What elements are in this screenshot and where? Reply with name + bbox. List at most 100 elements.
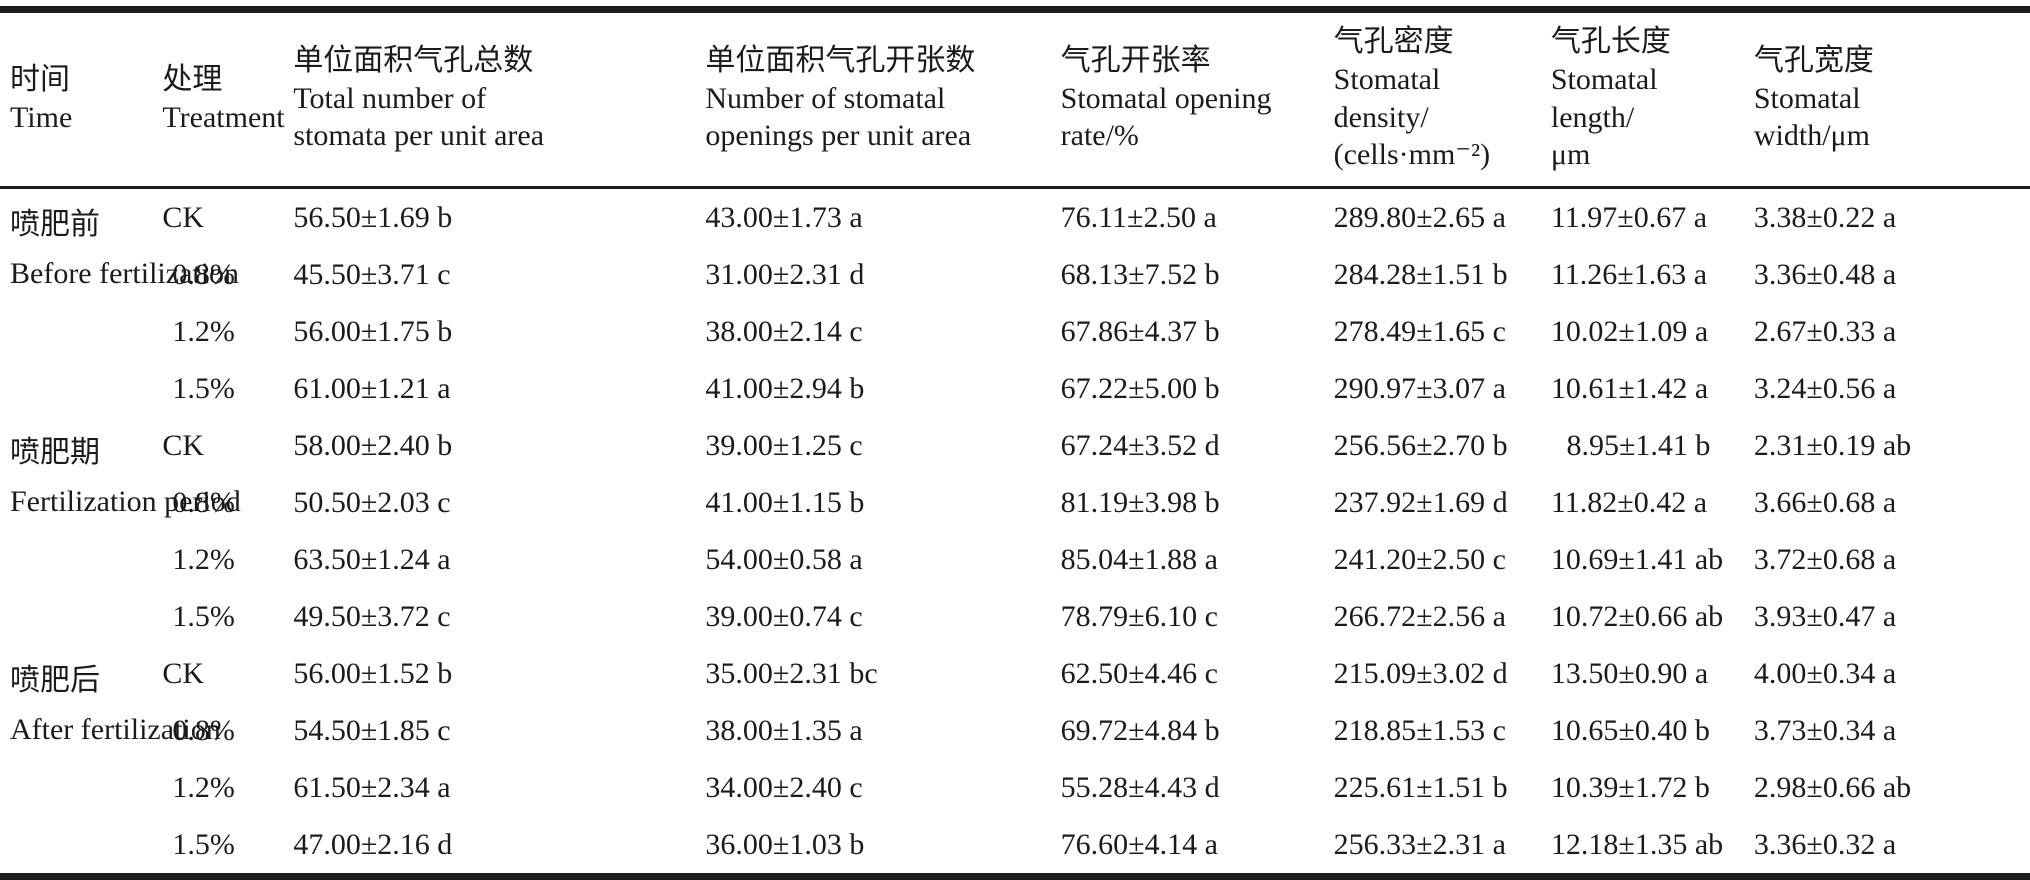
treatment-cell: 1.2% [172, 542, 235, 576]
length-cell: 11.26±1.63 a [1550, 257, 1708, 291]
width-cell: 3.93±0.47 a [1753, 599, 1897, 633]
col-header-density-zh: 气孔密度 [1333, 25, 1454, 58]
opening-rate-cell: 69.72±4.84 b [1060, 713, 1220, 747]
col-header-total-stomata-en: Total number of stomata per unit area [293, 81, 545, 153]
length-cell: 10.72±0.66 ab [1550, 599, 1724, 633]
total-stomata-cell: 61.50±2.34 a [293, 770, 451, 804]
treatment-cell: CK [162, 656, 205, 690]
treatment-cell: 1.2% [172, 314, 235, 348]
col-header-total-stomata-zh: 单位面积气孔总数 [293, 43, 534, 77]
table-row: 1.5% 47.00±2.16 d 36.00±1.03 b 76.60±4.1… [0, 816, 2030, 877]
time-group-zh: 喷肥期 [10, 436, 100, 470]
col-header-time-en: Time [10, 100, 73, 134]
openings-cell: 41.00±2.94 b [705, 371, 865, 405]
opening-rate-cell: 76.60±4.14 a [1060, 827, 1218, 861]
length-cell: 10.61±1.42 a [1550, 371, 1709, 405]
opening-rate-cell: 85.04±1.88 a [1060, 542, 1218, 576]
treatment-cell: 0.8% [172, 713, 235, 747]
width-cell: 2.31±0.19 ab [1753, 428, 1912, 462]
opening-rate-cell: 78.79±6.10 c [1060, 599, 1218, 633]
density-cell: 218.85±1.53 c [1333, 713, 1506, 747]
density-cell: 256.33±2.31 a [1333, 827, 1506, 861]
length-cell: 11.82±0.42 a [1550, 485, 1708, 519]
time-group-en: Before fertilization [10, 256, 240, 290]
time-group-after: 喷肥后 After fertilization [0, 645, 221, 877]
table-row: 1.2% 63.50±1.24 a 54.00±0.58 a 85.04±1.8… [0, 531, 2030, 588]
stomata-table: 时间 Time 处理 Treatment 单位面积气孔总数 Total number … [0, 6, 2030, 880]
col-header-density: 气孔密度 Stomatal density/ (cells·mm⁻²) [1334, 10, 1551, 188]
length-cell: 10.02±1.09 a [1550, 314, 1709, 348]
total-stomata-cell: 61.00±1.21 a [293, 371, 451, 405]
density-cell: 278.49±1.65 c [1333, 314, 1506, 348]
openings-cell: 54.00±0.58 a [705, 542, 863, 576]
col-header-time: 时间 Time [0, 10, 162, 188]
total-stomata-cell: 54.50±1.85 c [293, 713, 451, 747]
width-cell: 3.38±0.22 a [1753, 200, 1897, 234]
total-stomata-cell: 63.50±1.24 a [293, 542, 451, 576]
total-stomata-cell: 45.50±3.71 c [293, 257, 451, 291]
col-header-opening-rate: 气孔开张率 Stomatal opening rate/% [1061, 10, 1334, 188]
length-cell: 11.97±0.67 a [1550, 200, 1708, 234]
opening-rate-cell: 67.22±5.00 b [1060, 371, 1220, 405]
total-stomata-cell: 56.00±1.75 b [293, 314, 453, 348]
col-header-length-en: Stomatal length/ μm [1550, 62, 1658, 172]
width-cell: 3.73±0.34 a [1753, 713, 1897, 747]
col-header-treatment: 处理 Treatment [162, 10, 293, 188]
total-stomata-cell: 56.50±1.69 b [293, 200, 453, 234]
opening-rate-cell: 67.86±4.37 b [1060, 314, 1220, 348]
length-cell: 10.65±0.40 b [1550, 713, 1710, 747]
table-row: 0.8% 45.50±3.71 c 31.00±2.31 d 68.13±7.5… [0, 246, 2030, 303]
treatment-cell: CK [162, 200, 205, 234]
opening-rate-cell: 62.50±4.46 c [1060, 656, 1218, 690]
col-header-length: 气孔长度 Stomatal length/ μm [1551, 10, 1754, 188]
width-cell: 2.98±0.66 ab [1753, 770, 1912, 804]
openings-cell: 39.00±1.25 c [705, 428, 863, 462]
density-cell: 289.80±2.65 a [1333, 200, 1506, 234]
col-header-treatment-en: Treatment [162, 100, 285, 134]
opening-rate-cell: 68.13±7.52 b [1060, 257, 1220, 291]
table-row: 喷肥期 Fertilization period CK 58.00±2.40 b … [0, 417, 2030, 518]
openings-cell: 34.00±2.40 c [705, 770, 863, 804]
width-cell: 3.24±0.56 a [1753, 371, 1897, 405]
table-row: 1.2% 56.00±1.75 b 38.00±2.14 c 67.86±4.3… [0, 303, 2030, 360]
width-cell: 2.67±0.33 a [1753, 314, 1897, 348]
openings-cell: 31.00±2.31 d [705, 257, 865, 291]
time-group-zh: 喷肥前 [10, 208, 100, 242]
density-cell: 284.28±1.51 b [1333, 257, 1508, 291]
density-cell: 290.97±3.07 a [1333, 371, 1506, 405]
time-group-en: After fertilization [10, 712, 221, 746]
density-cell: 266.72±2.56 a [1333, 599, 1506, 633]
col-header-width: 气孔宽度 Stomatal width/μm [1754, 10, 2030, 188]
openings-cell: 43.00±1.73 a [705, 200, 863, 234]
total-stomata-cell: 56.00±1.52 b [293, 656, 453, 690]
total-stomata-cell: 49.50±3.72 c [293, 599, 451, 633]
total-stomata-cell: 58.00±2.40 b [293, 428, 453, 462]
col-header-treatment-zh: 处理 [162, 62, 223, 96]
length-cell: 8.95±1.41 b [1566, 428, 1711, 462]
col-header-opening-rate-en: Stomatal opening rate/% [1060, 81, 1272, 153]
col-header-density-en: Stomatal density/ (cells·mm⁻²) [1333, 62, 1491, 172]
table-row: 0.8% 54.50±1.85 c 38.00±1.35 a 69.72±4.8… [0, 702, 2030, 759]
table-row: 0.8% 50.50±2.03 c 41.00±1.15 b 81.19±3.9… [0, 474, 2030, 531]
total-stomata-cell: 47.00±2.16 d [293, 827, 453, 861]
col-header-total-stomata: 单位面积气孔总数 Total number of stomata per unit… [293, 10, 705, 188]
treatment-cell: 1.5% [172, 827, 235, 861]
total-stomata-cell: 50.50±2.03 c [293, 485, 451, 519]
opening-rate-cell: 67.24±3.52 d [1060, 428, 1220, 462]
table-row: 1.5% 49.50±3.72 c 39.00±0.74 c 78.79±6.1… [0, 588, 2030, 645]
col-header-openings-zh: 单位面积气孔开张数 [705, 43, 976, 77]
openings-cell: 41.00±1.15 b [705, 485, 865, 519]
treatment-cell: 0.8% [172, 257, 235, 291]
treatment-cell: 1.5% [172, 599, 235, 633]
openings-cell: 38.00±1.35 a [705, 713, 863, 747]
width-cell: 3.66±0.68 a [1753, 485, 1897, 519]
time-group-zh: 喷肥后 [10, 664, 100, 698]
col-header-openings: 单位面积气孔开张数 Number of stomatal openings per… [705, 10, 1060, 188]
length-cell: 10.69±1.41 ab [1550, 542, 1724, 576]
treatment-cell: 0.8% [172, 485, 235, 519]
table-row: 喷肥后 After fertilization CK 56.00±1.52 b 3… [0, 645, 2030, 746]
density-cell: 241.20±2.50 c [1333, 542, 1506, 576]
col-header-openings-en: Number of stomatal openings per unit are… [705, 81, 972, 153]
openings-cell: 38.00±2.14 c [705, 314, 863, 348]
openings-cell: 36.00±1.03 b [705, 827, 865, 861]
